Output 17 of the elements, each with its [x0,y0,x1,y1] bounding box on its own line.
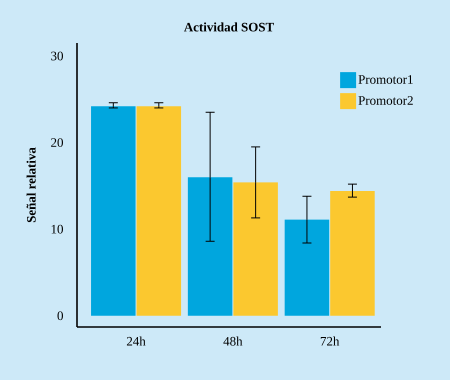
bar [330,191,375,316]
y-tick-label: 20 [51,138,63,147]
y-tick-label: 0 [58,311,63,320]
bar [136,106,182,316]
y-tick-label: 30 [51,52,63,60]
bar [284,220,330,316]
legend-label: Promotor1 [358,75,413,84]
y-axis-title: Señal relativa [26,147,36,222]
bar [91,106,136,316]
x-tick-label: 48h [223,336,242,346]
bar [188,177,232,316]
y-tick-label: 10 [52,224,63,234]
x-tick-label: 72h [320,336,340,346]
legend-label: Promotor2 [358,96,413,105]
bar [233,182,278,316]
chart-title: Actividad SOST [184,22,274,32]
x-tick-label: 24h [126,336,146,346]
